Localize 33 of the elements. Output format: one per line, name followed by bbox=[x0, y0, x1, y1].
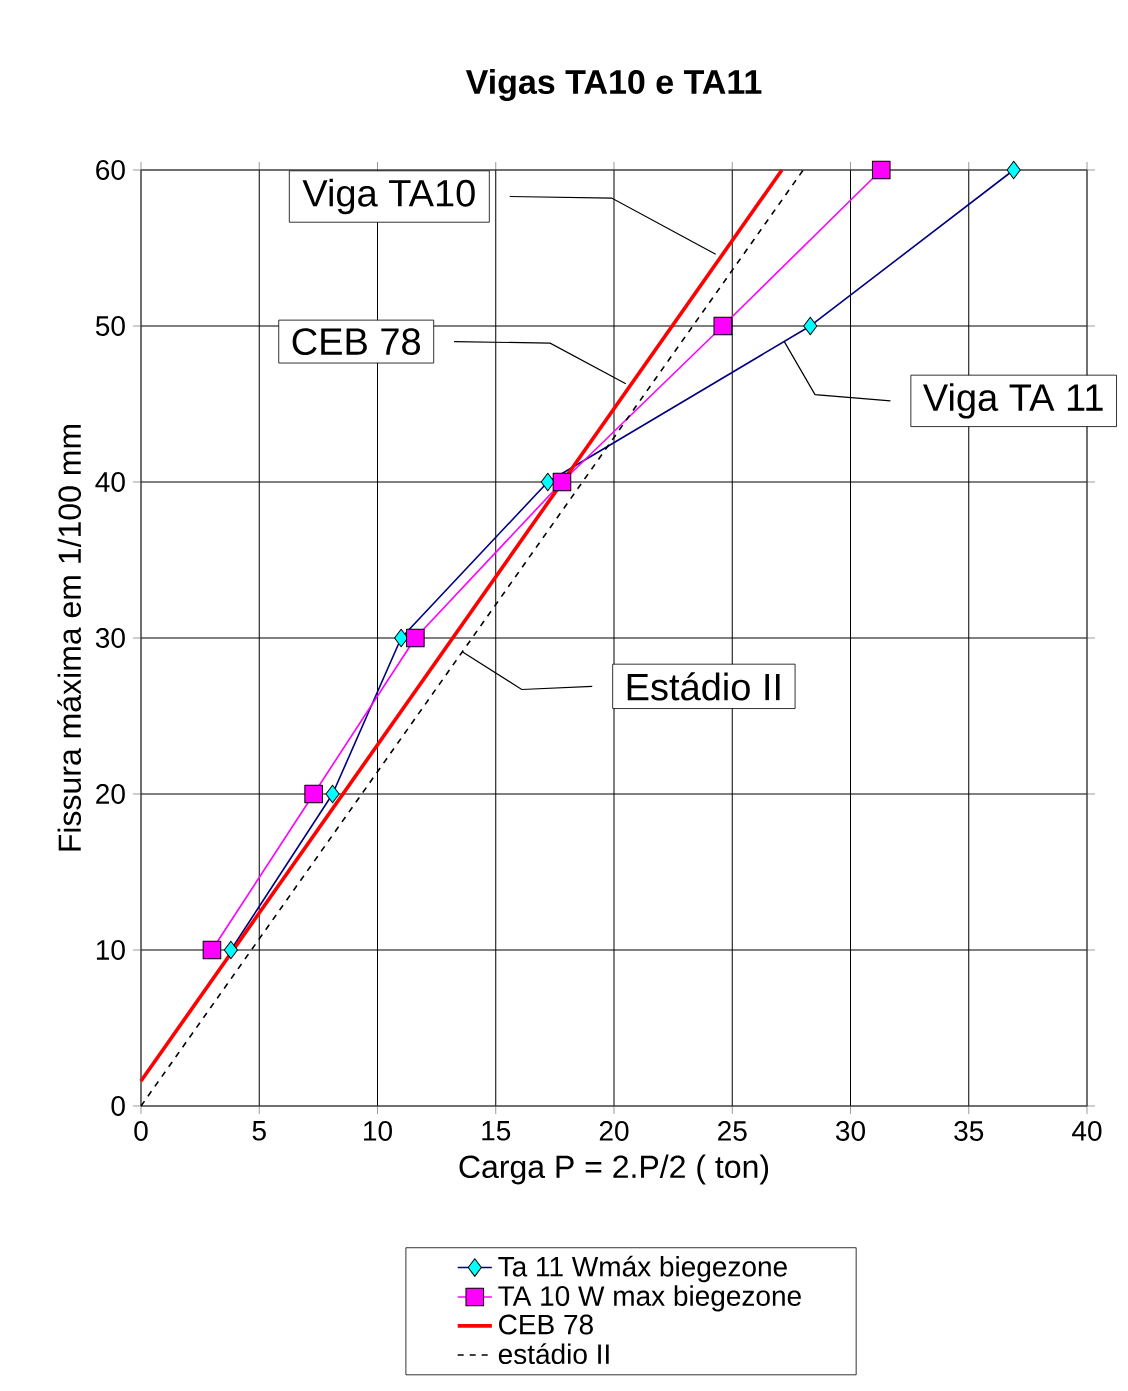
y-tick-label: 0 bbox=[111, 1096, 125, 1116]
point bbox=[304, 784, 323, 804]
y-tick-label: 60 bbox=[96, 160, 125, 180]
point bbox=[871, 160, 891, 180]
x-tick-label: 40 bbox=[1072, 1121, 1102, 1141]
annotation: Estádio II bbox=[627, 672, 780, 701]
point bbox=[406, 628, 425, 648]
y-tick-label: 30 bbox=[95, 628, 125, 648]
legend-label: Ta 11 Wmáx biegezone bbox=[498, 1255, 787, 1283]
x-tick-label: 35 bbox=[954, 1121, 984, 1141]
y-tick-label: 20 bbox=[96, 784, 125, 804]
legend-label: TA 10 W max biegezone bbox=[498, 1285, 801, 1312]
x-axis-title: Carga P = 2.P/2 ( ton) bbox=[459, 1154, 769, 1185]
annotation: CEB 78 bbox=[292, 328, 420, 356]
annotation: Viga TA 11 bbox=[923, 383, 1103, 419]
y-tick-label: 50 bbox=[95, 316, 125, 336]
legend-label: CEB 78 bbox=[499, 1314, 593, 1335]
x-tick-label: 10 bbox=[364, 1121, 392, 1141]
y-tick-label: 40 bbox=[95, 472, 125, 492]
x-tick-label: 25 bbox=[718, 1121, 747, 1141]
point bbox=[552, 472, 572, 492]
legend-label: estádio II bbox=[498, 1343, 609, 1365]
x-tick-label: 30 bbox=[835, 1121, 865, 1141]
point bbox=[202, 940, 222, 960]
point bbox=[713, 316, 733, 336]
x-tick-label: 5 bbox=[252, 1121, 266, 1141]
x-tick-label: 0 bbox=[134, 1121, 148, 1141]
x-tick-label: 15 bbox=[482, 1121, 511, 1141]
y-tick-label: 10 bbox=[96, 940, 125, 960]
x-tick-label: 20 bbox=[599, 1121, 629, 1141]
chart-title: Vigas TA10 e TA11 bbox=[465, 69, 762, 101]
annotation: Viga TA10 bbox=[302, 178, 475, 215]
y-axis-title: Fissura máxima em 1/100 mm bbox=[57, 425, 82, 851]
